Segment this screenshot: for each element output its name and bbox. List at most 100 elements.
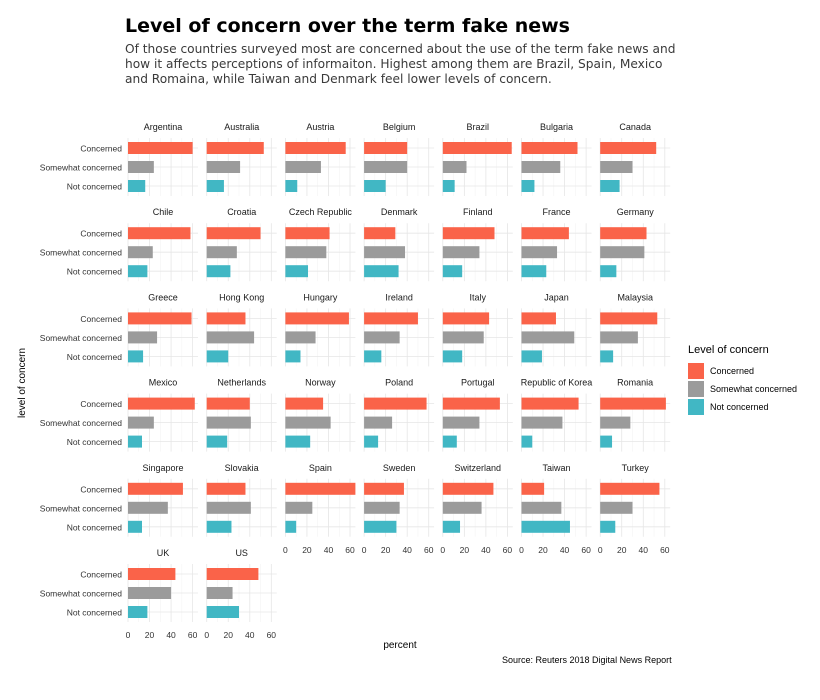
facet-title-malaysia: Malaysia: [617, 292, 653, 302]
bar-bulgaria-concerned: [521, 142, 578, 154]
y-tick-label-concerned: Concerned: [80, 399, 122, 409]
bar-singapore-concerned: [128, 482, 183, 495]
bar-switzerland-not-concerned: [442, 520, 461, 533]
bar-hungary-concerned: [285, 312, 349, 325]
legend-swatch-not-concerned: [688, 399, 704, 415]
legend-swatch-somewhat-concerned: [688, 381, 704, 397]
x-tick-label-turkey-60: 60: [660, 545, 670, 555]
facet-title-netherlands: Netherlands: [217, 378, 266, 388]
facet-title-austria: Austria: [306, 122, 334, 132]
facet-title-japan: Japan: [544, 292, 569, 302]
facet-title-denmark: Denmark: [381, 207, 418, 217]
x-tick-label-taiwan-20: 20: [538, 545, 548, 555]
y-tick-label-somewhat-concerned: Somewhat concerned: [40, 418, 122, 428]
bar-spain-somewhat-concerned: [285, 501, 313, 514]
bar-singapore-somewhat-concerned: [128, 501, 168, 514]
facet-title-poland: Poland: [385, 378, 413, 388]
bar-finland-somewhat-concerned: [442, 246, 480, 259]
y-tick-label-concerned: Concerned: [80, 144, 122, 154]
bar-ireland-somewhat-concerned: [364, 331, 400, 344]
bar-turkey-concerned: [600, 482, 660, 495]
facet-title-finland: Finland: [463, 207, 493, 217]
bar-france-concerned: [521, 227, 569, 240]
bar-netherlands-concerned: [206, 397, 250, 410]
x-tick-label-uk-60: 60: [188, 630, 198, 640]
facet-title-belgium: Belgium: [383, 122, 416, 132]
bar-romania-concerned: [600, 397, 666, 410]
legend: Level of concern Concerned Somewhat conc…: [688, 344, 797, 416]
y-tick-label-concerned: Concerned: [80, 570, 122, 580]
legend-title: Level of concern: [688, 344, 769, 356]
bar-australia-somewhat-concerned: [206, 161, 241, 173]
bar-croatia-concerned: [206, 227, 261, 240]
y-tick-label-somewhat-concerned: Somewhat concerned: [40, 248, 122, 258]
x-tick-label-taiwan-60: 60: [581, 545, 591, 555]
facet-title-singapore: Singapore: [142, 463, 183, 473]
bar-belgium-concerned: [364, 142, 408, 154]
bar-romania-not-concerned: [600, 435, 613, 448]
facet-title-france: France: [542, 207, 570, 217]
facet-title-bulgaria: Bulgaria: [540, 122, 573, 132]
bar-norway-somewhat-concerned: [285, 416, 331, 429]
bar-hungary-not-concerned: [285, 350, 301, 363]
source-note: Source: Reuters 2018 Digital News Report: [502, 655, 672, 665]
bar-turkey-not-concerned: [600, 520, 616, 533]
facet-title-slovakia: Slovakia: [225, 463, 259, 473]
bar-argentina-concerned: [128, 142, 193, 154]
x-tick-label-switzerland-0: 0: [440, 545, 445, 555]
bar-bulgaria-somewhat-concerned: [521, 161, 561, 173]
bar-canada-not-concerned: [600, 180, 620, 192]
facet-title-portugal: Portugal: [461, 378, 495, 388]
facet-title-uk: UK: [157, 548, 170, 558]
bar-greece-not-concerned: [128, 350, 144, 363]
y-tick-label-somewhat-concerned: Somewhat concerned: [40, 163, 122, 173]
bar-austria-somewhat-concerned: [285, 161, 321, 173]
bar-chile-not-concerned: [128, 265, 148, 278]
bar-germany-somewhat-concerned: [600, 246, 645, 259]
facet-title-hungary: Hungary: [303, 292, 338, 302]
bar-italy-concerned: [442, 312, 490, 325]
bar-singapore-not-concerned: [128, 520, 142, 533]
bar-croatia-somewhat-concerned: [206, 246, 237, 259]
bar-uk-somewhat-concerned: [128, 587, 172, 599]
bar-malaysia-somewhat-concerned: [600, 331, 638, 344]
legend-item-not-concerned: Not concerned: [688, 398, 797, 416]
bar-argentina-not-concerned: [128, 180, 146, 192]
bar-switzerland-somewhat-concerned: [442, 501, 482, 514]
facet-title-czech-republic: Czech Republic: [289, 207, 353, 217]
facet-title-norway: Norway: [305, 378, 336, 388]
bar-italy-not-concerned: [442, 350, 463, 363]
x-tick-label-spain-0: 0: [283, 545, 288, 555]
bar-finland-not-concerned: [442, 265, 463, 278]
bar-croatia-not-concerned: [206, 265, 231, 278]
bar-us-somewhat-concerned: [206, 587, 233, 599]
x-tick-label-turkey-40: 40: [639, 545, 649, 555]
x-tick-label-uk-40: 40: [166, 630, 176, 640]
facet-title-romania: Romania: [617, 378, 653, 388]
bar-australia-not-concerned: [206, 180, 224, 192]
bar-netherlands-somewhat-concerned: [206, 416, 251, 429]
y-tick-label-concerned: Concerned: [80, 229, 122, 239]
y-tick-label-not-concerned: Not concerned: [67, 608, 123, 618]
facet-title-chile: Chile: [153, 207, 174, 217]
x-tick-label-switzerland-40: 40: [481, 545, 491, 555]
bar-taiwan-somewhat-concerned: [521, 501, 562, 514]
bar-czech-republic-somewhat-concerned: [285, 246, 327, 259]
x-tick-label-spain-40: 40: [324, 545, 334, 555]
bar-brazil-somewhat-concerned: [442, 161, 467, 173]
bar-denmark-concerned: [364, 227, 396, 240]
facet-title-sweden: Sweden: [383, 463, 416, 473]
bar-austria-concerned: [285, 142, 346, 154]
x-tick-label-switzerland-20: 20: [460, 545, 470, 555]
bar-brazil-concerned: [442, 142, 512, 154]
bar-ireland-concerned: [364, 312, 418, 325]
x-tick-label-turkey-0: 0: [598, 545, 603, 555]
bar-poland-concerned: [364, 397, 427, 410]
bar-sweden-somewhat-concerned: [364, 501, 400, 514]
bar-greece-concerned: [128, 312, 192, 325]
bar-poland-not-concerned: [364, 435, 379, 448]
bar-netherlands-not-concerned: [206, 435, 228, 448]
x-tick-label-us-40: 40: [245, 630, 255, 640]
bar-greece-somewhat-concerned: [128, 331, 158, 344]
bar-norway-not-concerned: [285, 435, 311, 448]
